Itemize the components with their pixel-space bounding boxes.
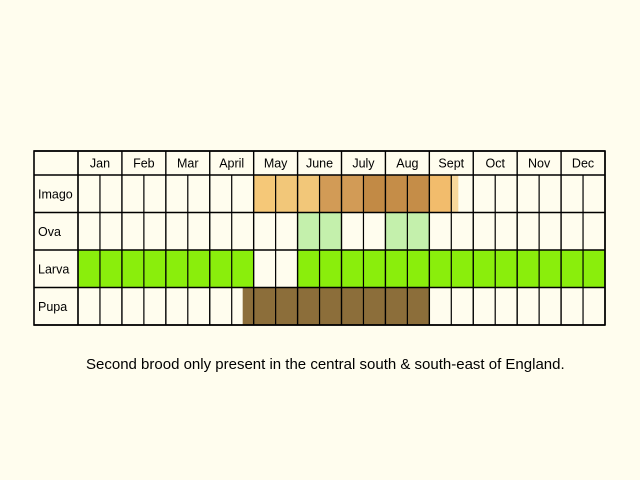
month-label-may: May xyxy=(264,157,288,171)
month-label-mar: Mar xyxy=(177,157,199,171)
stage-label-ova: Ova xyxy=(38,225,61,239)
stage-label-larva: Larva xyxy=(38,262,69,276)
month-label-dec: Dec xyxy=(572,157,594,171)
month-label-jan: Jan xyxy=(90,157,110,171)
period-bar-imago-6 xyxy=(451,175,459,213)
month-label-sep: Sept xyxy=(438,157,464,171)
month-label-feb: Feb xyxy=(133,157,155,171)
month-label-jun: June xyxy=(306,157,333,171)
stage-label-pupa: Pupa xyxy=(38,300,67,314)
month-label-jul: July xyxy=(352,157,375,171)
month-label-apr: April xyxy=(219,157,244,171)
month-label-oct: Oct xyxy=(485,157,505,171)
grid-frame xyxy=(33,150,606,326)
stage-label-imago: Imago xyxy=(38,187,73,201)
period-bar-imago-3 xyxy=(363,175,386,213)
period-bar-imago-5 xyxy=(429,175,452,213)
month-label-nov: Nov xyxy=(528,157,551,171)
period-bar-pupa-0 xyxy=(242,287,430,325)
period-bar-imago-0 xyxy=(253,175,276,213)
brood-note: Second brood only present in the central… xyxy=(86,356,565,373)
month-label-aug: Aug xyxy=(396,157,418,171)
